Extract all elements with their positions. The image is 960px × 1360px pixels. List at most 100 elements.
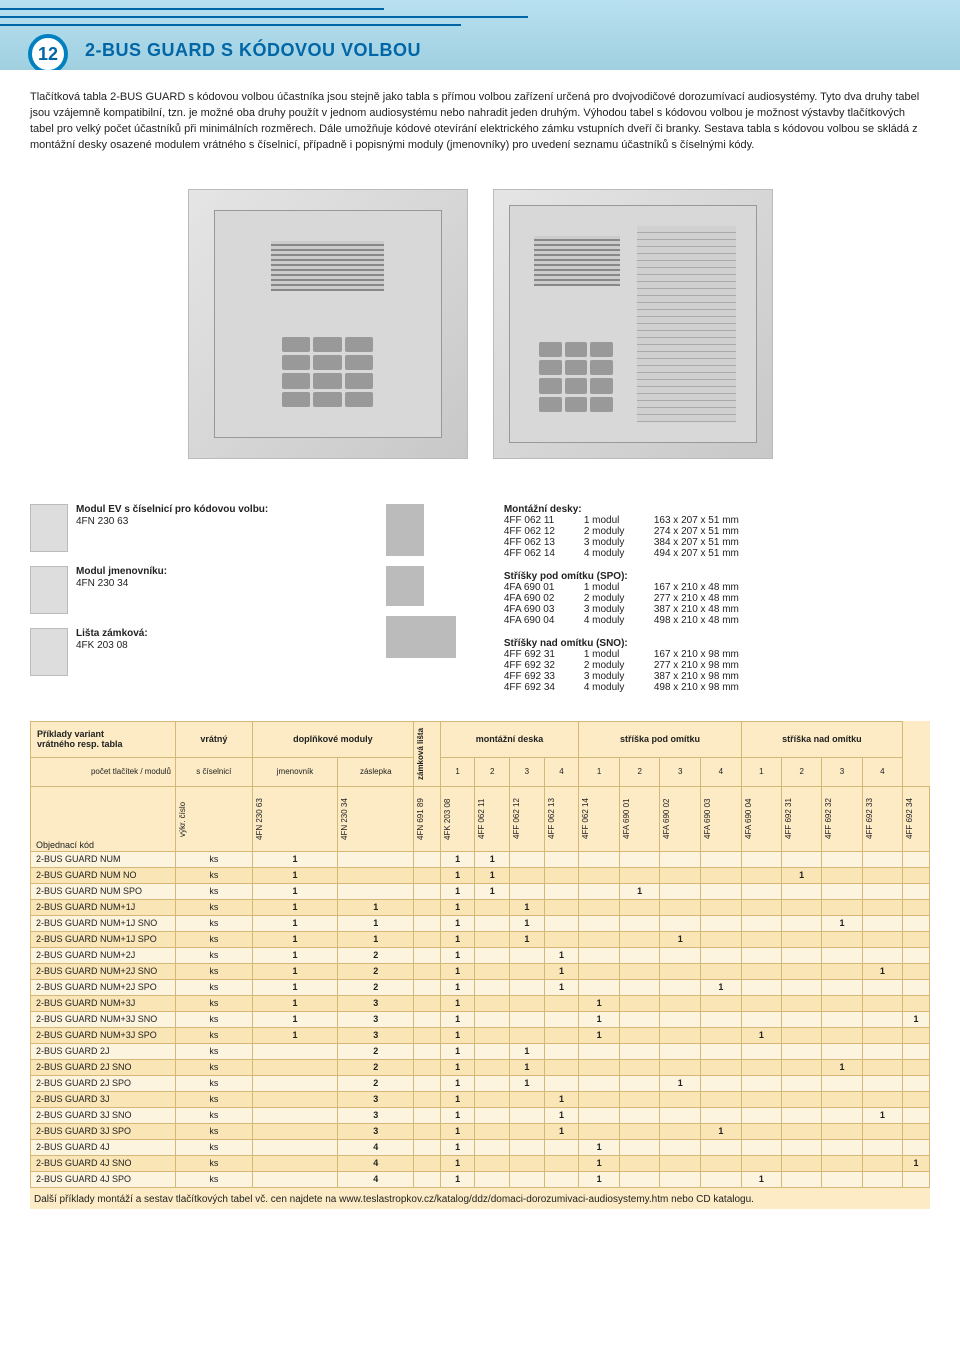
accessory-thumb [30, 504, 68, 552]
table-cell: 2-BUS GUARD 4J SPO [31, 1171, 176, 1187]
table-cell: 1 [544, 947, 579, 963]
table-cell: 1 [440, 867, 475, 883]
table-cell [619, 995, 660, 1011]
table-cell [701, 851, 742, 867]
table-cell [619, 1011, 660, 1027]
table-cell [475, 1027, 510, 1043]
table-cell [414, 899, 441, 915]
table-cell [782, 915, 822, 931]
table-cell [252, 1107, 338, 1123]
table-cell: 1 [544, 1123, 579, 1139]
table-cell [862, 851, 902, 867]
table-cell [414, 995, 441, 1011]
table-row: 2-BUS GUARD NUM+1J SPOks11111 [31, 931, 930, 947]
table-cell [544, 1155, 579, 1171]
table-cell [660, 995, 701, 1011]
order-table: Příklady variant vrátného resp. tablavrá… [30, 721, 930, 1188]
spec-cell: 4 moduly [584, 548, 654, 559]
table-cell [701, 931, 742, 947]
spec-cell: 167 x 210 x 98 mm [654, 649, 774, 660]
table-cell: 1 [440, 1155, 475, 1171]
table-cell: 3 [338, 1107, 414, 1123]
col-group: zámková lišta [414, 721, 441, 786]
table-cell [822, 1027, 862, 1043]
table-cell [862, 1043, 902, 1059]
table-cell [862, 1075, 902, 1091]
table-cell [782, 1059, 822, 1075]
table-cell [782, 1155, 822, 1171]
table-cell [510, 1123, 545, 1139]
table-cell [741, 867, 781, 883]
table-cell [701, 1091, 742, 1107]
table-cell [862, 1155, 902, 1171]
table-cell: 3 [338, 1123, 414, 1139]
table-cell [862, 899, 902, 915]
table-cell: 1 [440, 1011, 475, 1027]
table-cell [701, 963, 742, 979]
table-cell: ks [176, 979, 253, 995]
table-cell [544, 1171, 579, 1187]
table-cell: 2 [338, 963, 414, 979]
table-cell [822, 851, 862, 867]
table-cell: 1 [440, 1091, 475, 1107]
table-cell [414, 979, 441, 995]
table-cell [741, 1155, 781, 1171]
table-cell: 2-BUS GUARD 2J SPO [31, 1075, 176, 1091]
product-photo-1 [188, 189, 468, 459]
table-cell: 1 [440, 1075, 475, 1091]
table-cell [544, 883, 579, 899]
page-header: 12 2-BUS GUARD S KÓDOVOU VOLBOU [0, 0, 960, 70]
table-cell: 2-BUS GUARD NUM+1J SNO [31, 915, 176, 931]
col-code: 4FN 691 89 [414, 786, 441, 851]
footnote: Další příklady montáží a sestav tlačítko… [30, 1194, 930, 1209]
table-cell: 3 [338, 1027, 414, 1043]
table-cell [510, 947, 545, 963]
table-cell [544, 1027, 579, 1043]
table-cell [822, 867, 862, 883]
table-cell [903, 915, 930, 931]
table-cell [660, 1155, 701, 1171]
table-cell [579, 1107, 620, 1123]
table-cell [822, 995, 862, 1011]
table-cell: 3 [338, 1091, 414, 1107]
table-cell [660, 1123, 701, 1139]
spec-cell: 4FF 062 12 [504, 526, 584, 537]
table-row: 2-BUS GUARD NUM+2J SNOks12111 [31, 963, 930, 979]
col-code: 4FF 062 12 [510, 786, 545, 851]
col-sub: počet tlačítek / modulů [31, 758, 176, 787]
col-sub: jmenovník [252, 758, 338, 787]
table-cell: 1 [862, 963, 902, 979]
table-cell: 2-BUS GUARD 3J SNO [31, 1107, 176, 1123]
table-cell [903, 947, 930, 963]
table-cell [414, 915, 441, 931]
table-cell [579, 915, 620, 931]
col-sub: 1 [440, 758, 475, 787]
table-cell: 1 [252, 979, 338, 995]
table-cell [414, 1027, 441, 1043]
col-sub: 2 [475, 758, 510, 787]
table-cell [252, 1075, 338, 1091]
table-cell [822, 1043, 862, 1059]
table-cell: 2-BUS GUARD 2J SNO [31, 1059, 176, 1075]
table-cell [619, 1123, 660, 1139]
table-cell [579, 1043, 620, 1059]
table-cell [741, 931, 781, 947]
table-cell [741, 915, 781, 931]
table-cell: 1 [579, 1155, 620, 1171]
table-cell: 1 [475, 867, 510, 883]
table-cell [862, 1139, 902, 1155]
table-cell [782, 931, 822, 947]
col-code: 4FA 690 03 [701, 786, 742, 851]
intro-text: Tlačítková tabla 2-BUS GUARD s kódovou v… [30, 90, 930, 154]
table-cell [544, 899, 579, 915]
table-row: 2-BUS GUARD NUM+1J SNOks11111 [31, 915, 930, 931]
table-cell: 1 [903, 1011, 930, 1027]
table-cell [782, 1123, 822, 1139]
spec-cell: 3 moduly [584, 604, 654, 615]
table-cell [544, 995, 579, 1011]
table-cell [579, 963, 620, 979]
table-cell: 1 [440, 963, 475, 979]
table-cell [741, 963, 781, 979]
decor-line [0, 16, 528, 18]
spec-row: 4FA 690 033 moduly387 x 210 x 48 mm [504, 604, 930, 615]
